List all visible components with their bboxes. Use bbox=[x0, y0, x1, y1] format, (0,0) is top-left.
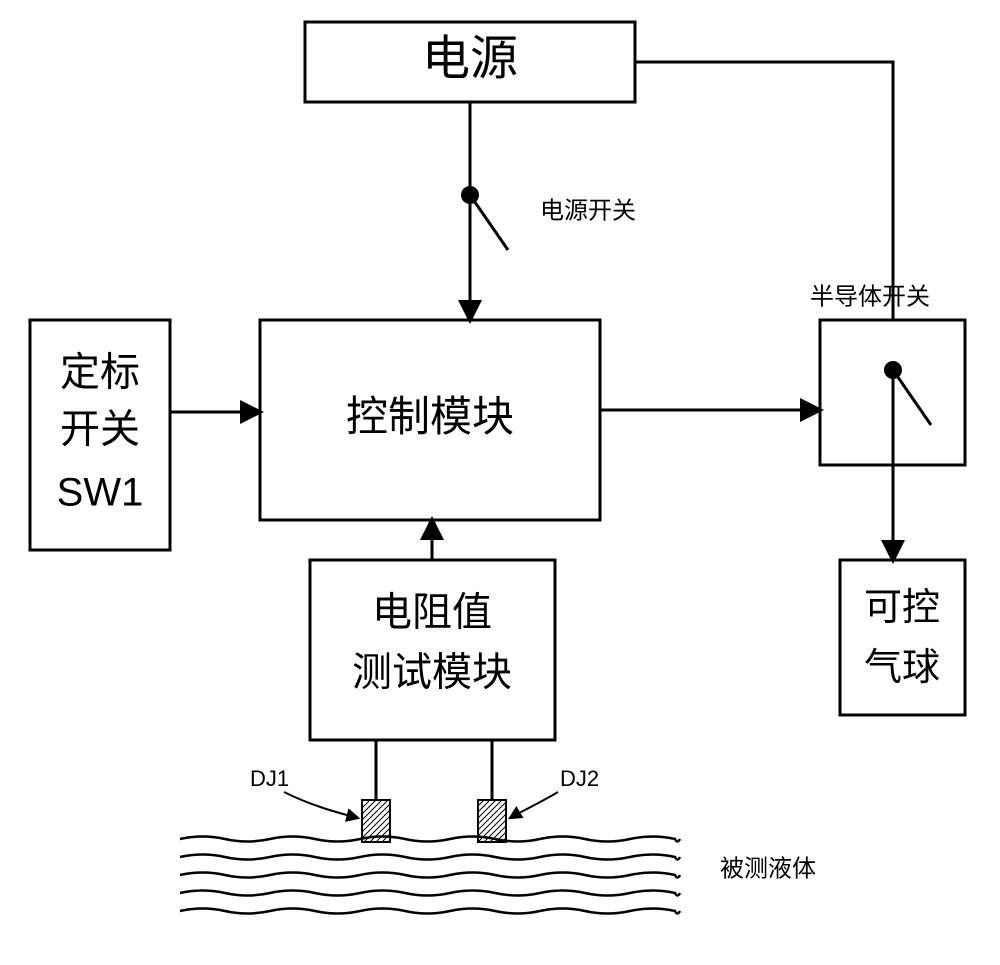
dj2-leader-arrow bbox=[510, 792, 558, 818]
electrode-dj2-icon bbox=[478, 800, 506, 842]
control-module-label: 控制模块 bbox=[346, 393, 514, 440]
balloon-line1: 可控 bbox=[864, 587, 940, 629]
liquid-waves-icon bbox=[180, 837, 680, 914]
dj1-leader-arrow bbox=[284, 792, 358, 818]
calibration-switch-line1: 定标 bbox=[60, 351, 140, 395]
dj1-label: DJ1 bbox=[250, 766, 289, 791]
controllable-balloon-box bbox=[840, 560, 965, 715]
calibration-switch-line3: SW1 bbox=[57, 471, 144, 515]
edge-power-to-semiswitch bbox=[635, 62, 893, 320]
semiconductor-switch-label: 半导体开关 bbox=[810, 283, 930, 310]
power-label: 电源 bbox=[422, 33, 518, 86]
balloon-line2: 气球 bbox=[864, 647, 940, 689]
calibration-switch-line2: 开关 bbox=[60, 408, 140, 452]
dj2-label: DJ2 bbox=[560, 766, 599, 791]
resistance-test-line1: 电阻值 bbox=[372, 591, 492, 635]
power-switch-label: 电源开关 bbox=[540, 197, 636, 224]
resistance-test-line2: 测试模块 bbox=[352, 651, 512, 695]
liquid-label: 被测液体 bbox=[720, 855, 816, 882]
power-switch-lever-icon bbox=[470, 195, 508, 250]
